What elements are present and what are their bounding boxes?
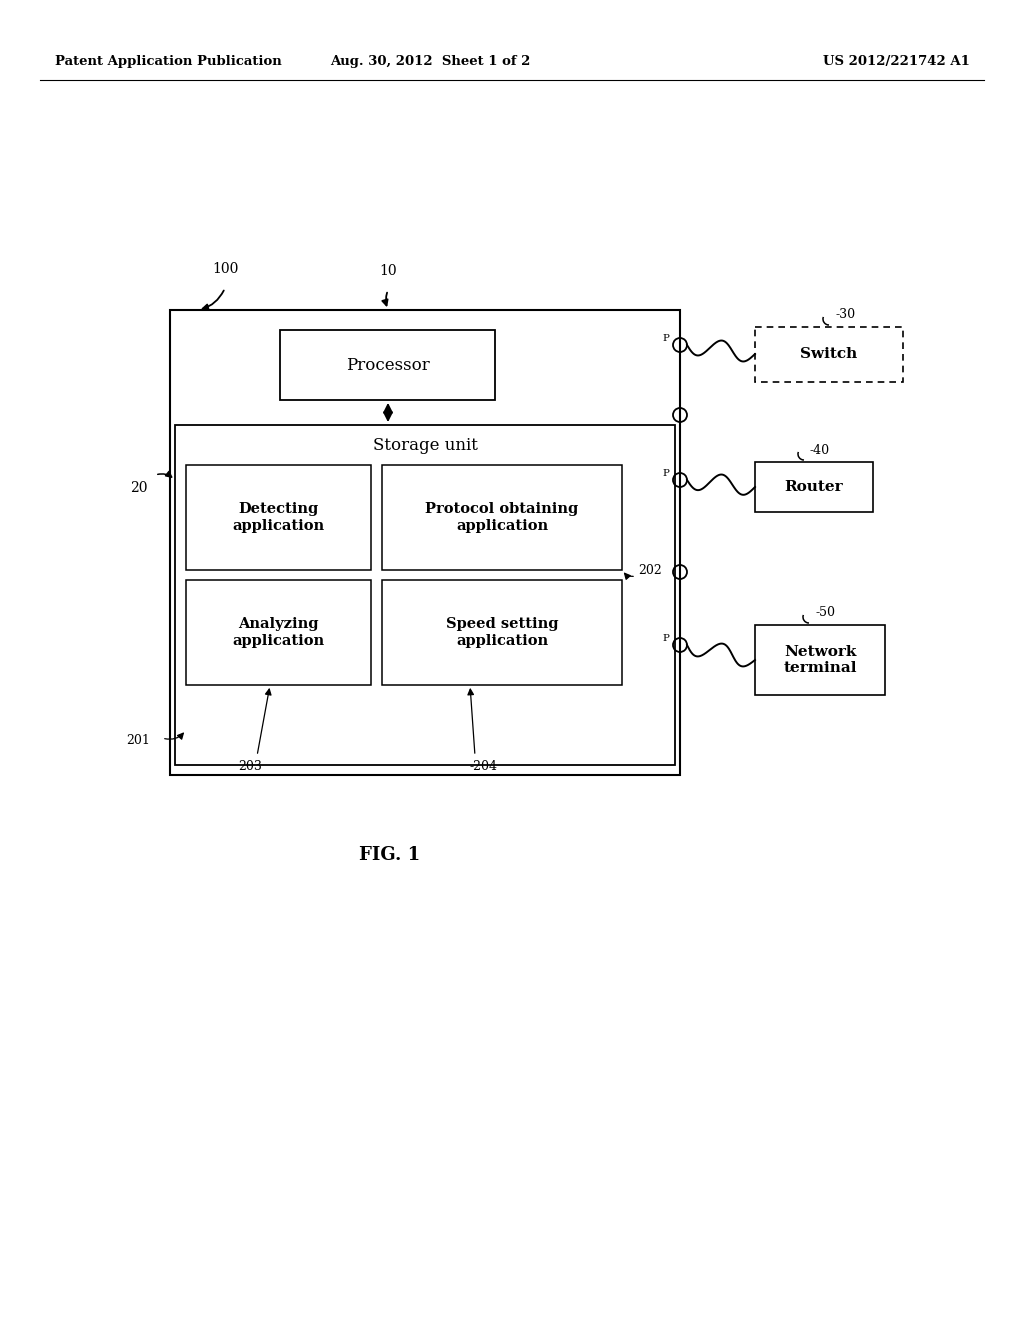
Text: 20: 20 bbox=[130, 480, 148, 495]
Text: -40: -40 bbox=[810, 444, 830, 457]
Bar bbox=[175, 425, 675, 766]
Bar bbox=[755, 624, 885, 696]
Text: -204: -204 bbox=[470, 760, 498, 774]
Bar bbox=[186, 579, 371, 685]
Text: -30: -30 bbox=[835, 309, 855, 322]
Text: Switch: Switch bbox=[801, 347, 858, 362]
Text: 202: 202 bbox=[638, 564, 662, 577]
Text: P: P bbox=[663, 334, 669, 343]
Text: Protocol obtaining
application: Protocol obtaining application bbox=[425, 503, 579, 532]
Bar bbox=[186, 465, 371, 570]
Bar bbox=[280, 330, 495, 400]
Bar bbox=[382, 465, 622, 570]
Text: Detecting
application: Detecting application bbox=[232, 503, 325, 532]
Text: 10: 10 bbox=[379, 264, 397, 279]
Text: Patent Application Publication: Patent Application Publication bbox=[55, 55, 282, 69]
Text: Speed setting
application: Speed setting application bbox=[445, 618, 558, 648]
Text: Router: Router bbox=[784, 480, 844, 494]
Text: P: P bbox=[663, 469, 669, 478]
Bar bbox=[382, 579, 622, 685]
Text: -50: -50 bbox=[815, 606, 835, 619]
Text: 100: 100 bbox=[212, 261, 239, 276]
Bar bbox=[755, 327, 903, 381]
Text: FIG. 1: FIG. 1 bbox=[359, 846, 421, 865]
Text: P: P bbox=[663, 634, 669, 643]
Bar bbox=[755, 462, 873, 512]
Text: Processor: Processor bbox=[346, 356, 429, 374]
Text: Aug. 30, 2012  Sheet 1 of 2: Aug. 30, 2012 Sheet 1 of 2 bbox=[330, 55, 530, 69]
Text: 203: 203 bbox=[238, 760, 262, 774]
Bar bbox=[170, 310, 680, 775]
Text: Analyzing
application: Analyzing application bbox=[232, 618, 325, 648]
Text: Network
terminal: Network terminal bbox=[783, 645, 857, 675]
Text: US 2012/221742 A1: US 2012/221742 A1 bbox=[823, 55, 970, 69]
Text: Storage unit: Storage unit bbox=[373, 437, 477, 454]
Text: 201: 201 bbox=[126, 734, 150, 747]
